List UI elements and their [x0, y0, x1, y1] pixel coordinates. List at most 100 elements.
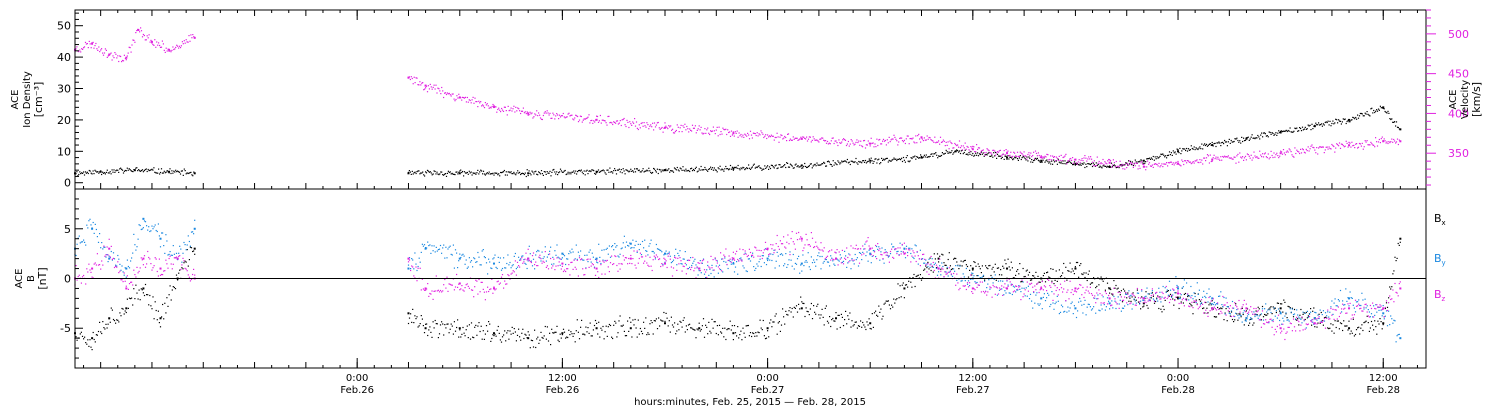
bx-point: [960, 260, 962, 262]
density-point: [623, 170, 625, 172]
density-point: [1208, 143, 1210, 145]
velocity-point: [753, 132, 755, 134]
density-point: [115, 170, 117, 172]
bx-point: [187, 265, 189, 267]
bx-point: [891, 304, 893, 306]
velocity-point: [840, 142, 842, 144]
bx-point: [740, 330, 742, 332]
bx-point: [875, 310, 877, 312]
density-point: [531, 170, 533, 172]
velocity-point: [169, 50, 171, 52]
by-point: [137, 238, 139, 240]
density-point: [81, 172, 83, 174]
density-point: [775, 164, 777, 166]
density-point: [518, 172, 520, 174]
by-point: [1206, 292, 1208, 295]
velocity-point: [833, 142, 835, 145]
velocity-point: [1090, 156, 1092, 158]
density-point: [1384, 110, 1386, 113]
by-point: [964, 280, 966, 282]
density-point: [1266, 135, 1268, 137]
by-point: [412, 259, 414, 261]
density-point: [119, 168, 121, 170]
by-point: [1056, 295, 1058, 297]
density-point: [1319, 124, 1321, 126]
velocity-point: [1176, 163, 1178, 165]
by-point: [1198, 289, 1200, 291]
by-point: [1295, 318, 1297, 320]
by-point: [1100, 304, 1102, 306]
velocity-point: [87, 47, 89, 49]
bx-point: [997, 267, 1000, 269]
density-point: [1329, 120, 1331, 122]
bx-point: [903, 297, 905, 299]
bx-point: [419, 323, 421, 325]
by-point: [1275, 310, 1277, 312]
velocity-point: [187, 41, 189, 43]
velocity-point: [1116, 165, 1118, 167]
density-point: [443, 174, 445, 176]
bx-point: [905, 284, 908, 286]
bx-point: [463, 332, 465, 334]
density-point: [1289, 127, 1291, 129]
bx-point: [1059, 276, 1062, 278]
by-point: [686, 259, 688, 261]
velocity-point: [1197, 161, 1199, 163]
bx-point: [1020, 281, 1022, 283]
bx-point: [1069, 262, 1071, 264]
density-point: [666, 170, 668, 172]
bx-point: [914, 285, 916, 288]
velocity-point: [512, 108, 514, 110]
density-point: [103, 172, 106, 174]
density-point: [580, 169, 582, 171]
velocity-point: [551, 117, 553, 119]
velocity-point: [864, 147, 867, 149]
density-point: [1000, 157, 1002, 160]
bx-point: [162, 303, 164, 306]
by-point: [930, 263, 932, 265]
by-point: [1391, 318, 1393, 320]
bx-point: [1018, 273, 1020, 275]
velocity-point: [946, 144, 948, 146]
bx-point: [124, 310, 126, 312]
by-point: [1162, 285, 1164, 288]
by-point: [1025, 287, 1027, 289]
bx-point: [685, 325, 687, 327]
density-point: [106, 169, 108, 171]
bx-point: [1258, 308, 1260, 310]
bx-point: [811, 318, 814, 320]
by-point: [1067, 306, 1069, 308]
bx-point: [1024, 275, 1026, 278]
density-point: [1209, 143, 1211, 145]
bz-point: [125, 287, 128, 290]
velocity-point: [1361, 142, 1363, 144]
density-point: [188, 172, 190, 174]
density-point: [1156, 156, 1158, 158]
bz-point: [88, 263, 90, 265]
density-point: [1361, 113, 1363, 115]
velocity-point: [1297, 150, 1299, 152]
bx-point: [535, 346, 537, 349]
bx-point: [609, 324, 612, 327]
bx-point: [477, 325, 479, 327]
density-point: [720, 169, 722, 171]
velocity-point: [1351, 141, 1353, 143]
by-point: [1336, 305, 1338, 307]
bx-point: [154, 301, 156, 303]
velocity-point: [596, 115, 599, 118]
by-point: [1021, 287, 1023, 289]
by-point: [666, 253, 668, 255]
by-point: [1266, 311, 1268, 313]
by-point: [765, 264, 768, 266]
velocity-point: [100, 49, 102, 51]
density-point: [460, 169, 462, 171]
bx-point: [492, 334, 494, 336]
by-point: [152, 228, 154, 230]
density-point: [1172, 150, 1174, 152]
velocity-point: [1262, 156, 1265, 158]
bx-point: [155, 309, 157, 312]
bx-point: [1108, 287, 1111, 290]
bx-point: [936, 253, 939, 255]
density-point: [641, 170, 643, 172]
bz-point: [607, 266, 609, 268]
